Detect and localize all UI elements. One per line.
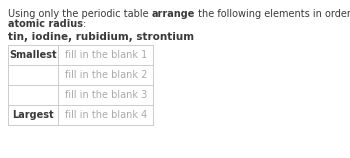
Text: fill in the blank 2: fill in the blank 2: [65, 70, 147, 80]
Text: :: :: [83, 19, 86, 29]
Text: tin, iodine, rubidium, strontium: tin, iodine, rubidium, strontium: [8, 32, 194, 42]
Text: Using only the periodic table: Using only the periodic table: [8, 9, 152, 19]
Text: Smallest: Smallest: [9, 50, 57, 60]
Text: fill in the blank 4: fill in the blank 4: [65, 110, 147, 120]
Text: fill in the blank 3: fill in the blank 3: [65, 90, 147, 100]
Text: arrange: arrange: [152, 9, 195, 19]
Text: fill in the blank 1: fill in the blank 1: [65, 50, 147, 60]
Text: atomic radius: atomic radius: [8, 19, 83, 29]
Text: the following elements in order of: the following elements in order of: [195, 9, 350, 19]
Text: Largest: Largest: [12, 110, 54, 120]
